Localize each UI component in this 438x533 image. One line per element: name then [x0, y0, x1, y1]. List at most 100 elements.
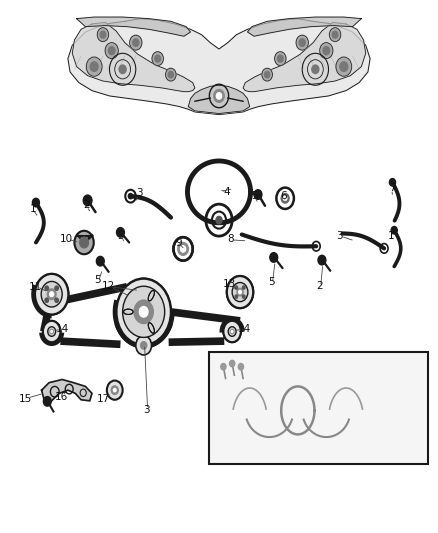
Circle shape [237, 288, 243, 296]
Circle shape [74, 231, 94, 254]
Circle shape [136, 336, 152, 355]
Text: 6: 6 [280, 191, 287, 200]
Circle shape [35, 274, 68, 314]
Circle shape [141, 309, 146, 314]
Text: 14: 14 [56, 325, 69, 334]
Circle shape [296, 35, 308, 50]
Circle shape [105, 43, 118, 59]
Text: 5: 5 [117, 231, 124, 240]
Circle shape [47, 289, 56, 300]
Circle shape [83, 195, 92, 206]
Circle shape [230, 329, 234, 334]
Circle shape [45, 298, 49, 302]
Circle shape [139, 306, 148, 317]
Text: 3: 3 [136, 188, 143, 198]
Circle shape [281, 193, 289, 203]
Circle shape [168, 71, 173, 78]
Bar [209, 352, 428, 464]
Circle shape [117, 279, 171, 345]
Text: 16: 16 [55, 392, 68, 401]
Circle shape [50, 329, 53, 334]
Circle shape [55, 286, 58, 290]
Circle shape [235, 295, 238, 298]
Circle shape [139, 306, 148, 317]
Circle shape [41, 281, 62, 307]
Circle shape [329, 28, 341, 42]
Circle shape [134, 300, 153, 324]
Circle shape [231, 330, 233, 333]
Text: 14: 14 [238, 325, 251, 334]
Circle shape [242, 286, 245, 289]
Circle shape [41, 281, 62, 307]
Circle shape [242, 295, 245, 298]
Circle shape [86, 57, 102, 76]
Circle shape [228, 327, 236, 336]
Text: 8: 8 [227, 235, 234, 244]
Circle shape [242, 295, 245, 298]
Circle shape [43, 397, 51, 406]
Circle shape [48, 327, 56, 336]
Text: 17: 17 [97, 394, 110, 403]
Circle shape [96, 256, 104, 266]
Circle shape [55, 286, 58, 290]
Circle shape [90, 62, 98, 71]
Circle shape [107, 381, 123, 400]
Circle shape [389, 179, 396, 186]
Circle shape [232, 282, 248, 302]
Circle shape [128, 193, 133, 199]
Text: 9: 9 [175, 238, 182, 248]
Circle shape [43, 321, 60, 342]
Circle shape [80, 237, 88, 248]
Circle shape [216, 93, 222, 99]
Text: 2: 2 [83, 200, 90, 210]
Circle shape [340, 62, 348, 71]
Circle shape [155, 55, 161, 62]
Text: 7: 7 [389, 183, 396, 193]
Circle shape [235, 286, 238, 289]
Circle shape [134, 279, 153, 302]
Circle shape [332, 31, 338, 38]
Circle shape [180, 246, 186, 252]
Circle shape [235, 295, 238, 298]
Circle shape [323, 47, 330, 55]
Circle shape [230, 360, 235, 367]
Circle shape [239, 290, 241, 294]
Polygon shape [188, 85, 250, 114]
Text: 12: 12 [102, 281, 115, 290]
Circle shape [227, 276, 253, 308]
Circle shape [123, 286, 165, 337]
Circle shape [216, 216, 222, 224]
Text: 3: 3 [336, 231, 343, 240]
Text: 5: 5 [268, 278, 275, 287]
Circle shape [391, 227, 397, 234]
Circle shape [312, 65, 319, 74]
Polygon shape [243, 22, 366, 92]
Circle shape [238, 364, 244, 370]
Circle shape [320, 43, 333, 59]
Circle shape [336, 57, 352, 76]
Circle shape [117, 279, 171, 345]
Circle shape [228, 327, 236, 336]
Circle shape [45, 298, 49, 302]
Circle shape [100, 31, 106, 38]
Text: 1: 1 [29, 205, 36, 214]
Circle shape [223, 321, 241, 342]
Text: 11: 11 [29, 282, 42, 292]
Circle shape [230, 329, 234, 334]
Circle shape [109, 47, 115, 55]
Circle shape [43, 321, 60, 342]
Circle shape [134, 300, 153, 324]
Circle shape [32, 198, 39, 207]
Circle shape [166, 68, 176, 81]
Polygon shape [42, 379, 92, 401]
Circle shape [254, 190, 262, 199]
Circle shape [123, 286, 165, 337]
Text: 5: 5 [94, 276, 101, 285]
Circle shape [35, 274, 68, 314]
Circle shape [141, 288, 146, 293]
Circle shape [130, 35, 142, 50]
Circle shape [221, 364, 226, 370]
Circle shape [117, 228, 124, 237]
Circle shape [262, 68, 272, 81]
Circle shape [223, 321, 241, 342]
